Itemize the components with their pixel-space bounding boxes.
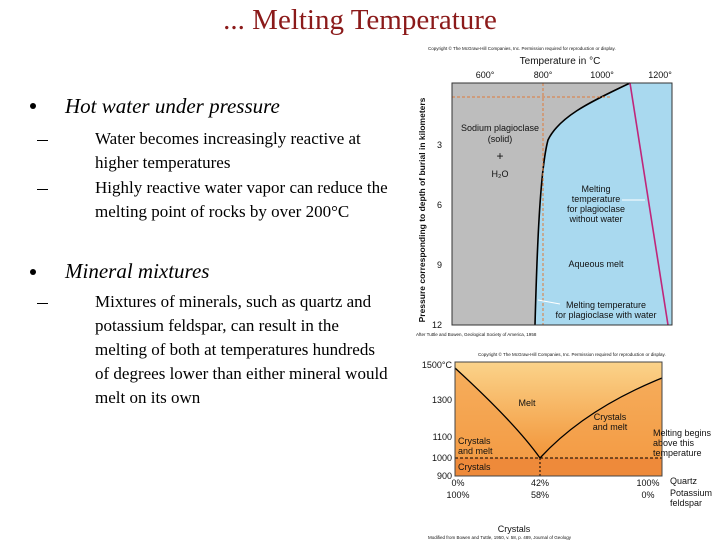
tick-label: 9 xyxy=(437,260,442,270)
source: Modified from Bowen and Tuttle, 1950, v.… xyxy=(428,535,572,540)
sub-bullet: Mixtures of minerals, such as quartz and… xyxy=(95,292,388,407)
dash xyxy=(37,140,48,142)
label: temperature xyxy=(572,194,621,204)
copyright: Copyright © The McGraw-Hill Companies, I… xyxy=(428,45,616,51)
tick-label: 1300 xyxy=(432,395,452,405)
axis-label: Quartz xyxy=(670,476,698,486)
label: + xyxy=(496,149,503,163)
bullet-text: Hot water under pressure xyxy=(65,94,280,118)
leader xyxy=(537,299,561,305)
label: and melt xyxy=(593,422,628,432)
tick-label: 1000 xyxy=(432,453,452,463)
dry-curve xyxy=(629,82,669,326)
note: above this xyxy=(653,438,695,448)
axis-label: Crystals xyxy=(498,524,531,534)
tick-label: 1200° xyxy=(648,70,672,80)
crystals-region xyxy=(455,458,662,476)
tick-label: 100% xyxy=(636,478,659,488)
tick-label: 6 xyxy=(437,200,442,210)
tick-label: 1500°C xyxy=(422,360,453,370)
axis-label: Temperature in °C xyxy=(520,56,601,67)
tick-label: 0% xyxy=(451,478,464,488)
label: for plagioclase xyxy=(567,204,625,214)
dash xyxy=(37,189,48,191)
tick-label: 800° xyxy=(534,70,553,80)
bullet xyxy=(30,269,36,275)
tick-label: 42% xyxy=(531,478,549,488)
sub-bullet: Water becomes increasingly reactive at h… xyxy=(95,129,361,172)
bullet xyxy=(30,103,36,109)
tick-label: 1100 xyxy=(433,432,452,442)
tick-label: 1000° xyxy=(590,70,614,80)
copyright: Copyright © The McGraw-Hill Companies, I… xyxy=(478,351,666,357)
note: temperature xyxy=(653,448,702,458)
label: Melting xyxy=(581,184,610,194)
axis-label: feldspar xyxy=(670,498,702,508)
wet-curve xyxy=(534,82,631,326)
label: Melting temperature xyxy=(566,300,646,310)
solid-region xyxy=(452,83,630,325)
label: Aqueous melt xyxy=(568,259,624,269)
label: Sodium plagioclase xyxy=(461,123,539,133)
axis-label: Potassium xyxy=(670,488,712,498)
label: without water xyxy=(568,214,622,224)
tick-label: 0% xyxy=(641,490,654,500)
tick-label: 900 xyxy=(437,471,452,481)
plot-frame xyxy=(451,82,673,326)
sub-bullet: Highly reactive water vapor can reduce t… xyxy=(95,178,388,221)
plot-frame xyxy=(454,361,663,477)
tick-label: 58% xyxy=(531,490,549,500)
label: H₂O xyxy=(492,169,509,179)
axis-label: Pressure corresponding to depth of buria… xyxy=(417,97,427,322)
label: Crystals xyxy=(458,462,491,472)
label: Crystals xyxy=(594,412,627,422)
tick-label: 100% xyxy=(446,490,469,500)
label: Crystals xyxy=(458,436,491,446)
note: Melting begins xyxy=(653,428,712,438)
tick-label: 600° xyxy=(476,70,495,80)
source: After Tuttle and Bowen, Geological Socie… xyxy=(416,332,537,337)
label: Melt xyxy=(518,398,536,408)
label: for plagioclase with water xyxy=(555,310,656,320)
tick-label: 12 xyxy=(432,320,442,330)
bullet-text: Mineral mixtures xyxy=(65,259,210,283)
slide-title: ... Melting Temperature xyxy=(223,4,497,36)
dash xyxy=(37,303,48,305)
label: (solid) xyxy=(488,134,513,144)
crystals-melt-region xyxy=(455,368,662,458)
tick-label: 3 xyxy=(437,140,442,150)
label: and melt xyxy=(458,446,493,456)
